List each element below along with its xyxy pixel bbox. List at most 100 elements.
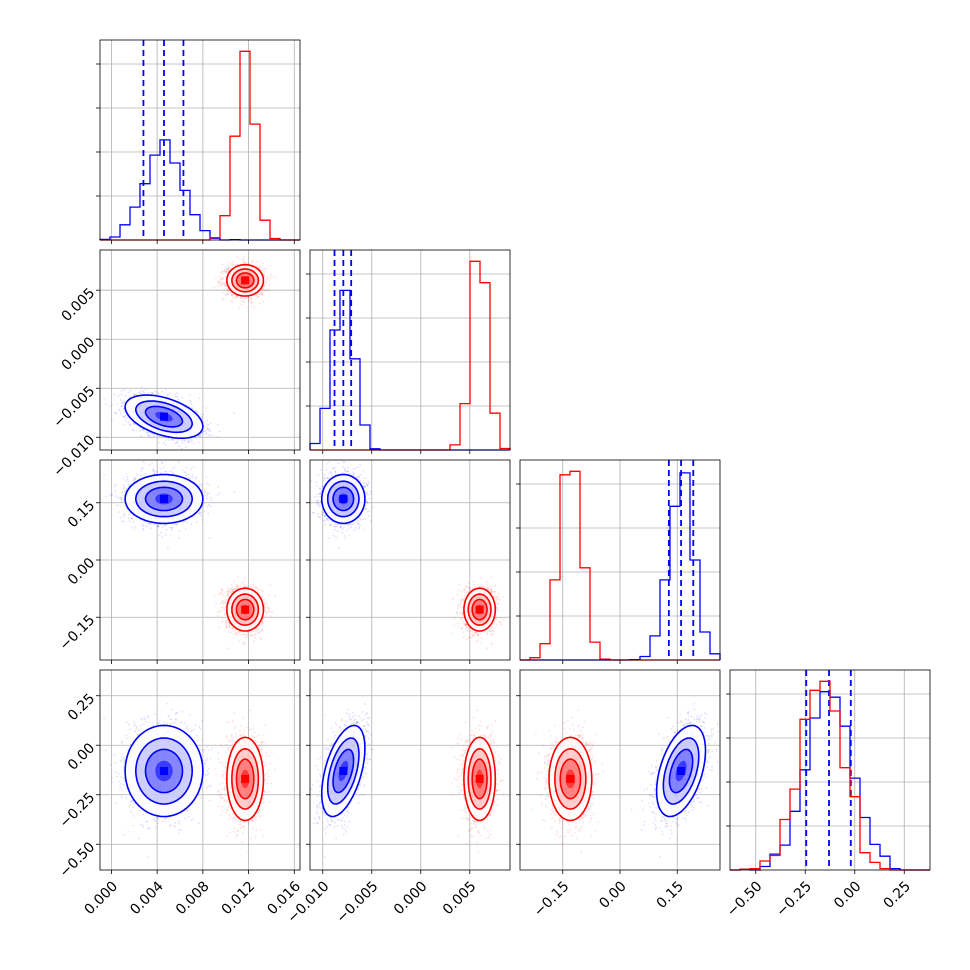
scatter-point xyxy=(119,411,122,413)
scatter-point xyxy=(122,483,125,486)
scatter-point xyxy=(142,529,145,532)
scatter-point xyxy=(213,595,216,597)
scatter-point xyxy=(221,600,224,603)
scatter-point xyxy=(274,276,276,279)
scatter-point xyxy=(189,399,192,402)
scatter-point xyxy=(148,435,150,438)
scatter-point xyxy=(266,277,269,279)
scatter-point xyxy=(119,504,121,507)
scatter-point xyxy=(129,483,132,485)
scatter-point xyxy=(172,472,175,475)
scatter-point xyxy=(265,282,268,285)
scatter-point xyxy=(111,494,113,497)
scatter-point xyxy=(174,442,177,445)
scatter-point xyxy=(151,392,154,395)
scatter-point xyxy=(239,296,242,299)
scatter-point xyxy=(190,439,193,441)
contour-line xyxy=(144,405,184,428)
scatter-point xyxy=(203,425,206,428)
scatter-point xyxy=(262,590,264,593)
scatter-point xyxy=(263,267,266,270)
scatter-point xyxy=(115,413,118,415)
scatter-point xyxy=(125,508,128,511)
scatter-point xyxy=(154,390,157,393)
scatter-point xyxy=(221,618,224,620)
scatter-point xyxy=(220,609,222,612)
scatter-point xyxy=(251,260,254,263)
scatter-point xyxy=(185,466,188,469)
scatter-point xyxy=(231,588,234,591)
scatter-point xyxy=(189,477,191,480)
scatter-point xyxy=(143,391,145,394)
scatter-point xyxy=(141,467,144,469)
scatter-point xyxy=(243,580,246,583)
scatter-point xyxy=(133,479,136,482)
scatter-point xyxy=(222,298,225,301)
scatter-point xyxy=(152,469,155,471)
scatter-point xyxy=(189,401,192,403)
scatter-point xyxy=(200,514,203,517)
scatter-point xyxy=(169,535,172,537)
scatter-point xyxy=(201,417,204,419)
scatter-point xyxy=(222,292,224,294)
scatter-point xyxy=(250,297,253,300)
scatter-point xyxy=(173,523,176,525)
scatter-point xyxy=(163,524,166,527)
scatter-point xyxy=(205,432,208,435)
scatter-point xyxy=(119,516,122,519)
scatter-point xyxy=(175,395,178,398)
scatter-point xyxy=(227,268,230,271)
scatter-point xyxy=(225,271,228,273)
scatter-point xyxy=(264,270,267,273)
scatter-point xyxy=(141,523,144,526)
scatter-point xyxy=(203,429,206,432)
scatter-point xyxy=(122,521,125,523)
scatter-point xyxy=(220,278,222,280)
scatter-point xyxy=(133,393,136,396)
scatter-point xyxy=(177,395,179,398)
scatter-point xyxy=(262,268,265,271)
scatter-point xyxy=(199,435,202,438)
scatter-point xyxy=(170,438,173,440)
scatter-point xyxy=(117,395,120,397)
scatter-point xyxy=(218,275,221,278)
scatter-point xyxy=(140,390,142,392)
contour-line xyxy=(231,268,260,293)
scatter-point xyxy=(171,527,174,529)
scatter-point xyxy=(242,633,244,635)
scatter-point xyxy=(120,405,123,408)
scatter-point xyxy=(225,287,228,290)
scatter-point xyxy=(167,393,170,396)
scatter-point xyxy=(256,293,259,295)
scatter-point xyxy=(206,482,209,485)
scatter-point xyxy=(229,264,232,267)
scatter-point xyxy=(190,403,193,406)
scatter-point xyxy=(188,441,190,444)
scatter-point xyxy=(209,422,212,425)
scatter-point xyxy=(219,281,222,284)
scatter-point xyxy=(113,485,116,488)
series-blue-panel-2-0 xyxy=(103,460,236,550)
scatter-point xyxy=(198,434,201,437)
scatter-point xyxy=(206,495,209,497)
scatter-point xyxy=(192,466,195,468)
scatter-point xyxy=(233,490,236,493)
scatter-point xyxy=(119,399,122,401)
scatter-point xyxy=(142,428,144,431)
scatter-point xyxy=(256,293,258,296)
scatter-point xyxy=(111,404,113,406)
scatter-point xyxy=(207,428,210,431)
scatter-point xyxy=(204,433,207,436)
scatter-point xyxy=(260,291,263,294)
scatter-point xyxy=(122,516,125,519)
peak-marker xyxy=(241,276,250,285)
scatter-point xyxy=(224,268,226,271)
scatter-point xyxy=(191,440,193,443)
scatter-point xyxy=(224,284,226,287)
scatter-point xyxy=(236,263,239,265)
scatter-point xyxy=(157,524,160,527)
scatter-point xyxy=(203,430,205,433)
scatter-point xyxy=(262,262,265,265)
scatter-point xyxy=(129,512,132,515)
